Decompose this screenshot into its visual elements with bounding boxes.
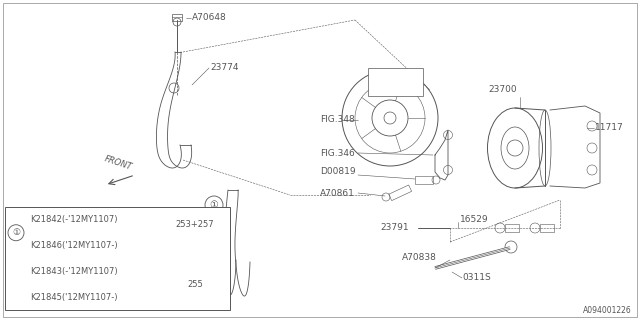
- Text: FIG.346: FIG.346: [320, 148, 355, 157]
- Text: 253+257: 253+257: [176, 220, 214, 229]
- Text: 255: 255: [187, 280, 203, 289]
- Text: ①: ①: [210, 200, 218, 210]
- Bar: [368, 68, 423, 96]
- Text: A70648: A70648: [192, 13, 227, 22]
- Text: 16529: 16529: [460, 215, 488, 225]
- Text: K21845('12MY1107-): K21845('12MY1107-): [30, 292, 118, 302]
- Text: 23774: 23774: [210, 63, 239, 73]
- Bar: [172, 14, 182, 21]
- Text: A70838: A70838: [402, 253, 437, 262]
- Text: K21842(-'12MY1107): K21842(-'12MY1107): [30, 215, 118, 224]
- Bar: [540, 224, 554, 232]
- Text: ①: ①: [12, 228, 20, 237]
- Text: 23791: 23791: [380, 223, 408, 233]
- Text: 23700: 23700: [488, 85, 516, 94]
- Bar: [415, 176, 433, 184]
- Text: A70861: A70861: [320, 188, 355, 197]
- Text: FRONT: FRONT: [103, 155, 133, 172]
- Text: FIG.348: FIG.348: [320, 116, 355, 124]
- Text: A094001226: A094001226: [583, 306, 632, 315]
- Bar: [505, 224, 519, 232]
- Text: K21846('12MY1107-): K21846('12MY1107-): [30, 241, 118, 250]
- Text: 11717: 11717: [595, 124, 624, 132]
- Text: D00819: D00819: [320, 167, 356, 177]
- Bar: [5, 207, 230, 310]
- Text: 0311S: 0311S: [462, 274, 491, 283]
- Text: K21843(-'12MY1107): K21843(-'12MY1107): [30, 267, 118, 276]
- Bar: [388, 185, 412, 201]
